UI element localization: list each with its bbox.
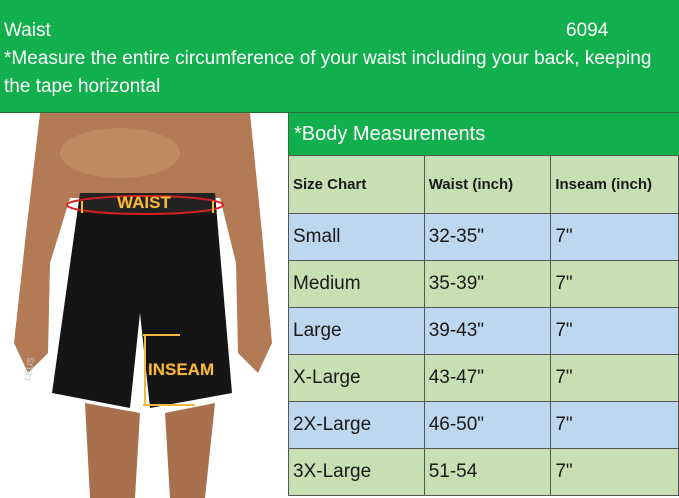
column-header: Inseam (inch) (550, 155, 679, 214)
size-cell: Small (288, 213, 425, 261)
brand-mark: LEUS (22, 356, 36, 381)
table-row: Small 32-35" 7" (288, 213, 679, 261)
inseam-label: INSEAM (148, 360, 215, 379)
waist-cell: 32-35" (423, 213, 552, 261)
column-header: Waist (inch) (423, 155, 552, 214)
inseam-cell: 7" (550, 354, 679, 402)
size-cell: Medium (288, 260, 425, 308)
table-row: 3X-Large 51-54 7" (288, 448, 679, 496)
instruction-banner: Waist 6094 *Measure the entire circumfer… (0, 0, 679, 113)
measure-instruction: *Measure the entire circumference of you… (4, 48, 652, 97)
shorts-illustration: LEUS (14, 113, 272, 498)
size-cell: Large (288, 307, 425, 355)
table-title: *Body Measurements (288, 113, 679, 155)
size-cell: 2X-Large (288, 401, 425, 449)
size-cell: X-Large (288, 354, 425, 402)
table-row: Medium 35-39" 7" (288, 260, 679, 308)
table-row: 2X-Large 46-50" 7" (288, 401, 679, 449)
inseam-cell: 7" (550, 401, 679, 449)
table-row: Large 39-43" 7" (288, 307, 679, 355)
size-cell: 3X-Large (288, 448, 425, 496)
product-code: 6094 (566, 20, 609, 41)
banner-title: Waist (4, 20, 51, 41)
waist-cell: 35-39" (423, 260, 552, 308)
size-chart-table: *Body Measurements Size Chart Waist (inc… (288, 113, 679, 498)
inseam-cell: 7" (550, 260, 679, 308)
inseam-cell: 7" (550, 448, 679, 496)
inseam-cell: 7" (550, 213, 679, 261)
model-photo: LEUS WAIST INSEAM (0, 113, 288, 498)
waist-label: WAIST (117, 193, 171, 212)
waist-cell: 43-47" (423, 354, 552, 402)
table-header-row: Size Chart Waist (inch) Inseam (inch) (288, 155, 679, 214)
table-row: X-Large 43-47" 7" (288, 354, 679, 402)
waist-cell: 51-54 (423, 448, 552, 496)
waist-cell: 46-50" (423, 401, 552, 449)
inseam-cell: 7" (550, 307, 679, 355)
column-header: Size Chart (288, 155, 425, 214)
waist-cell: 39-43" (423, 307, 552, 355)
